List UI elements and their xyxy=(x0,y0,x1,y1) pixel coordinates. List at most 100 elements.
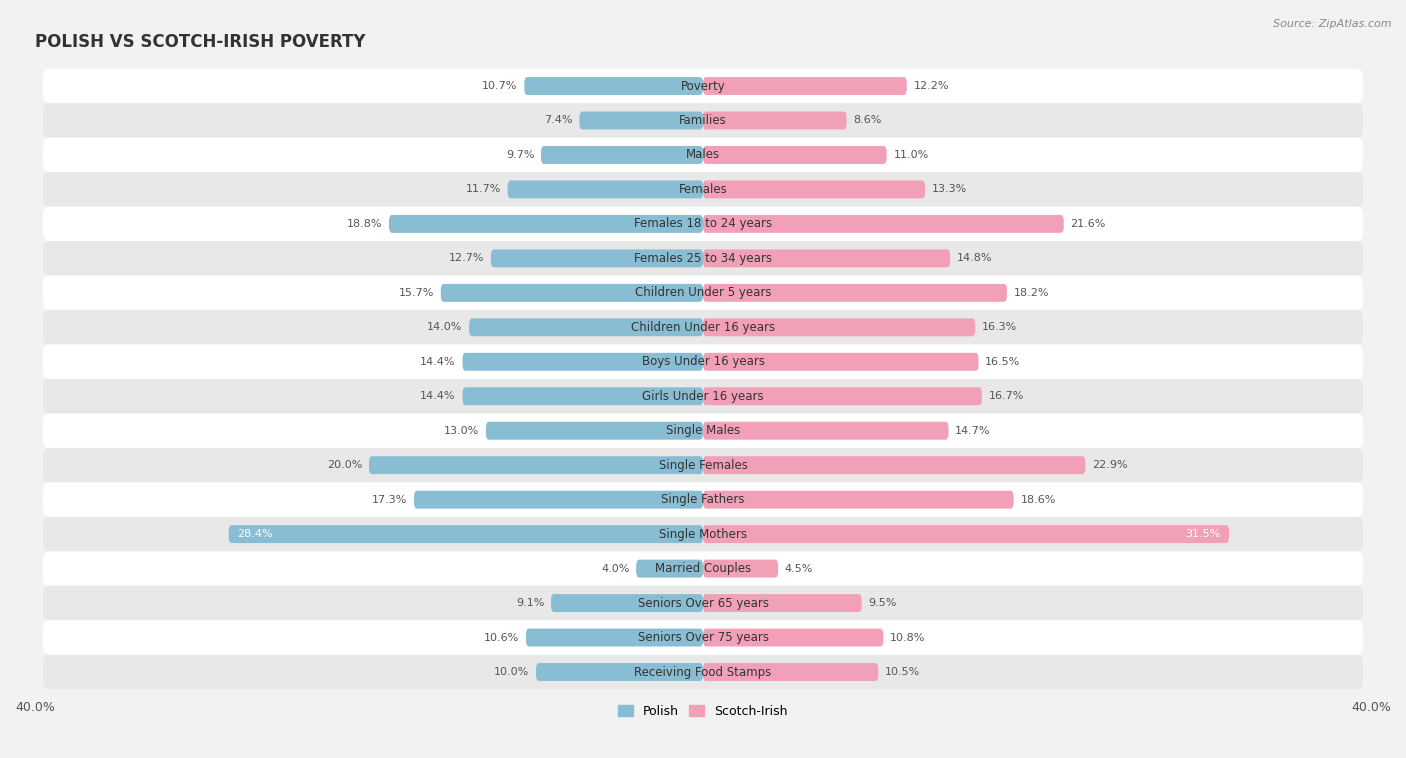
Text: Married Couples: Married Couples xyxy=(655,562,751,575)
FancyBboxPatch shape xyxy=(703,421,949,440)
Text: Single Mothers: Single Mothers xyxy=(659,528,747,540)
FancyBboxPatch shape xyxy=(44,138,1362,172)
FancyBboxPatch shape xyxy=(508,180,703,199)
FancyBboxPatch shape xyxy=(44,103,1362,138)
FancyBboxPatch shape xyxy=(541,146,703,164)
FancyBboxPatch shape xyxy=(703,111,846,130)
FancyBboxPatch shape xyxy=(703,594,862,612)
Text: 14.7%: 14.7% xyxy=(955,426,991,436)
FancyBboxPatch shape xyxy=(44,620,1362,655)
Text: Single Males: Single Males xyxy=(666,424,740,437)
Text: Single Fathers: Single Fathers xyxy=(661,493,745,506)
FancyBboxPatch shape xyxy=(44,586,1362,620)
Text: 14.8%: 14.8% xyxy=(957,253,993,263)
Text: 22.9%: 22.9% xyxy=(1092,460,1128,470)
FancyBboxPatch shape xyxy=(44,517,1362,551)
FancyBboxPatch shape xyxy=(44,310,1362,345)
Text: Poverty: Poverty xyxy=(681,80,725,92)
FancyBboxPatch shape xyxy=(44,413,1362,448)
Text: 14.4%: 14.4% xyxy=(420,357,456,367)
Text: Seniors Over 65 years: Seniors Over 65 years xyxy=(637,597,769,609)
FancyBboxPatch shape xyxy=(551,594,703,612)
Text: Girls Under 16 years: Girls Under 16 years xyxy=(643,390,763,402)
FancyBboxPatch shape xyxy=(703,525,1229,543)
FancyBboxPatch shape xyxy=(703,663,879,681)
FancyBboxPatch shape xyxy=(491,249,703,268)
FancyBboxPatch shape xyxy=(470,318,703,337)
Text: 13.0%: 13.0% xyxy=(444,426,479,436)
FancyBboxPatch shape xyxy=(44,448,1362,482)
FancyBboxPatch shape xyxy=(703,628,883,647)
Text: Single Females: Single Females xyxy=(658,459,748,471)
Text: 13.3%: 13.3% xyxy=(932,184,967,195)
Text: 9.5%: 9.5% xyxy=(869,598,897,608)
Text: Females 18 to 24 years: Females 18 to 24 years xyxy=(634,218,772,230)
Text: 12.7%: 12.7% xyxy=(449,253,484,263)
Text: 20.0%: 20.0% xyxy=(328,460,363,470)
Text: 7.4%: 7.4% xyxy=(544,115,572,126)
Text: 12.2%: 12.2% xyxy=(914,81,949,91)
Text: 10.8%: 10.8% xyxy=(890,632,925,643)
Text: 18.2%: 18.2% xyxy=(1014,288,1049,298)
Text: Children Under 5 years: Children Under 5 years xyxy=(634,287,772,299)
Text: 18.6%: 18.6% xyxy=(1021,495,1056,505)
FancyBboxPatch shape xyxy=(389,215,703,233)
Text: 31.5%: 31.5% xyxy=(1185,529,1220,539)
FancyBboxPatch shape xyxy=(44,207,1362,241)
Text: 4.5%: 4.5% xyxy=(785,564,813,574)
FancyBboxPatch shape xyxy=(44,172,1362,207)
Text: 18.8%: 18.8% xyxy=(347,219,382,229)
Text: 11.0%: 11.0% xyxy=(893,150,928,160)
Text: 28.4%: 28.4% xyxy=(238,529,273,539)
Text: 21.6%: 21.6% xyxy=(1070,219,1105,229)
FancyBboxPatch shape xyxy=(229,525,703,543)
Text: 9.1%: 9.1% xyxy=(516,598,544,608)
Text: 9.7%: 9.7% xyxy=(506,150,534,160)
Text: 10.6%: 10.6% xyxy=(484,632,519,643)
Text: 10.0%: 10.0% xyxy=(494,667,529,677)
Text: Females: Females xyxy=(679,183,727,196)
FancyBboxPatch shape xyxy=(463,387,703,406)
Text: Seniors Over 75 years: Seniors Over 75 years xyxy=(637,631,769,644)
FancyBboxPatch shape xyxy=(703,180,925,199)
FancyBboxPatch shape xyxy=(44,276,1362,310)
Text: Receiving Food Stamps: Receiving Food Stamps xyxy=(634,666,772,678)
FancyBboxPatch shape xyxy=(44,482,1362,517)
Text: Males: Males xyxy=(686,149,720,161)
FancyBboxPatch shape xyxy=(703,318,976,337)
Text: 4.0%: 4.0% xyxy=(602,564,630,574)
Text: POLISH VS SCOTCH-IRISH POVERTY: POLISH VS SCOTCH-IRISH POVERTY xyxy=(35,33,366,51)
FancyBboxPatch shape xyxy=(703,559,778,578)
FancyBboxPatch shape xyxy=(413,490,703,509)
Text: 16.5%: 16.5% xyxy=(986,357,1021,367)
Text: 15.7%: 15.7% xyxy=(399,288,434,298)
Text: 10.5%: 10.5% xyxy=(884,667,921,677)
Text: 14.0%: 14.0% xyxy=(427,322,463,332)
Text: 16.3%: 16.3% xyxy=(981,322,1017,332)
FancyBboxPatch shape xyxy=(703,490,1014,509)
Text: Families: Families xyxy=(679,114,727,127)
FancyBboxPatch shape xyxy=(44,345,1362,379)
FancyBboxPatch shape xyxy=(524,77,703,95)
Legend: Polish, Scotch-Irish: Polish, Scotch-Irish xyxy=(613,700,793,723)
FancyBboxPatch shape xyxy=(368,456,703,475)
Text: 14.4%: 14.4% xyxy=(420,391,456,401)
Text: Boys Under 16 years: Boys Under 16 years xyxy=(641,356,765,368)
Text: Source: ZipAtlas.com: Source: ZipAtlas.com xyxy=(1274,19,1392,29)
FancyBboxPatch shape xyxy=(463,352,703,371)
FancyBboxPatch shape xyxy=(44,69,1362,103)
FancyBboxPatch shape xyxy=(536,663,703,681)
FancyBboxPatch shape xyxy=(44,379,1362,413)
FancyBboxPatch shape xyxy=(703,387,981,406)
Text: 8.6%: 8.6% xyxy=(853,115,882,126)
FancyBboxPatch shape xyxy=(703,77,907,95)
FancyBboxPatch shape xyxy=(44,551,1362,586)
FancyBboxPatch shape xyxy=(44,241,1362,276)
Text: 11.7%: 11.7% xyxy=(465,184,501,195)
FancyBboxPatch shape xyxy=(703,215,1064,233)
FancyBboxPatch shape xyxy=(44,655,1362,689)
Text: 17.3%: 17.3% xyxy=(373,495,408,505)
Text: Children Under 16 years: Children Under 16 years xyxy=(631,321,775,334)
FancyBboxPatch shape xyxy=(636,559,703,578)
FancyBboxPatch shape xyxy=(703,146,887,164)
